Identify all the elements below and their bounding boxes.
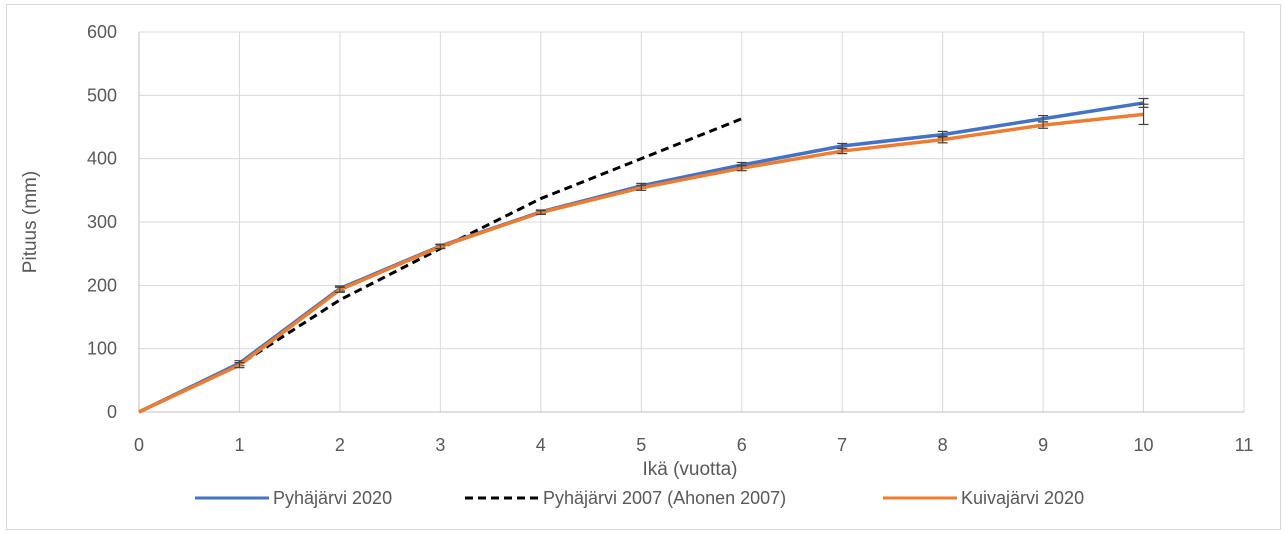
grid (139, 31, 1245, 412)
legend-label: Pyhäjärvi 2007 (Ahonen 2007) (543, 488, 786, 508)
x-tick-label: 6 (737, 435, 747, 455)
x-tick-label: 2 (335, 435, 345, 455)
y-tick-label: 100 (87, 339, 117, 359)
x-tick-label: 8 (938, 435, 948, 455)
series-group (138, 97, 1149, 414)
legend-label: Kuivajärvi 2020 (961, 488, 1084, 508)
legend-label: Pyhäjärvi 2020 (273, 488, 392, 508)
y-axis-title: Pituus (mm) (20, 171, 41, 273)
x-tick-label: 5 (636, 435, 646, 455)
y-tick-label: 200 (87, 275, 117, 295)
axes (138, 32, 1244, 413)
y-tick-label: 400 (87, 149, 117, 169)
tick-labels: 0 100 200 300 400 500 600 0 1 2 3 4 5 6 7 8 9 10 11 (87, 22, 1253, 455)
x-tick-label: 11 (1235, 435, 1254, 455)
legend: Pyhäjärvi 2020 Pyhäjärvi 2007 (Ahonen 200… (195, 488, 1084, 508)
x-tick-label: 0 (134, 435, 144, 455)
x-axis-title: Ikä (vuotta) (642, 459, 737, 480)
x-tick-label: 3 (435, 435, 445, 455)
x-tick-label: 10 (1134, 435, 1154, 455)
x-tick-label: 1 (234, 435, 244, 455)
x-tick-label: 4 (536, 435, 546, 455)
chart-frame (6, 4, 1281, 530)
x-tick-label: 9 (1038, 435, 1048, 455)
y-tick-label: 500 (87, 85, 117, 105)
y-tick-label: 300 (87, 212, 117, 232)
y-tick-label: 600 (87, 22, 117, 42)
y-tick-label: 0 (107, 402, 117, 422)
x-tick-label: 7 (837, 435, 847, 455)
